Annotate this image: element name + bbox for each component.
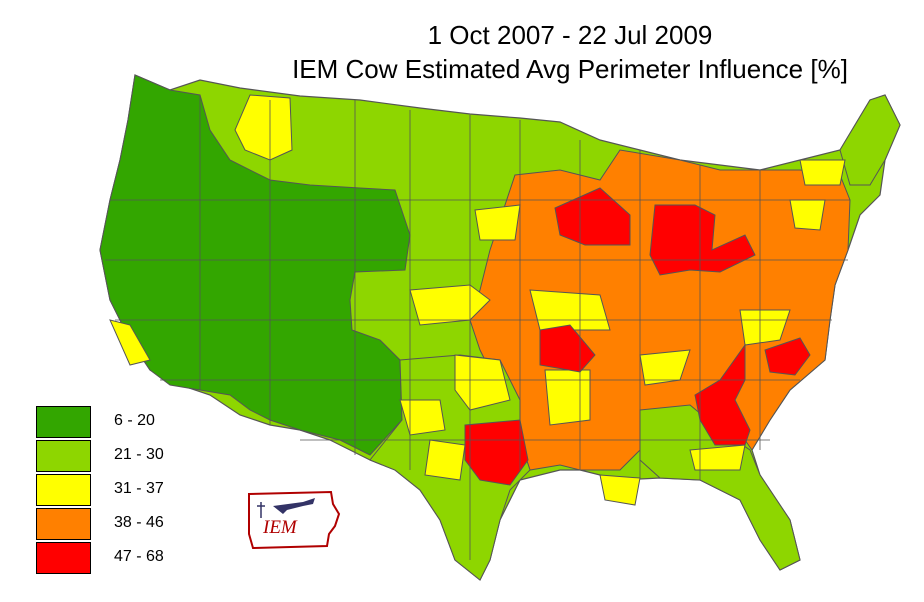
- legend-label: 31 - 37: [114, 480, 164, 497]
- legend-swatch: [36, 440, 91, 472]
- airplane-icon: [273, 498, 315, 514]
- legend-label: 6 - 20: [114, 412, 155, 429]
- logo-text: IEM: [263, 517, 297, 538]
- legend-swatch: [36, 474, 91, 506]
- legend-label: 21 - 30: [114, 446, 164, 463]
- red-regions: [464, 187, 811, 486]
- wind-vane-icon: [257, 502, 265, 518]
- legend-swatch: [36, 508, 91, 540]
- region-new-england: [839, 94, 901, 186]
- legend-swatch: [36, 542, 91, 574]
- state-lines: [105, 95, 850, 560]
- legend-swatch: [36, 406, 91, 438]
- map-title-line1: 1 Oct 2007 - 22 Jul 2009: [427, 20, 713, 50]
- iem-logo: [248, 490, 341, 550]
- legend-label: 47 - 68: [114, 548, 164, 565]
- legend-label: 38 - 46: [114, 514, 164, 531]
- map-title-line2: IEM Cow Estimated Avg Perimeter Influenc…: [292, 54, 848, 84]
- iowa-outline: [248, 490, 341, 550]
